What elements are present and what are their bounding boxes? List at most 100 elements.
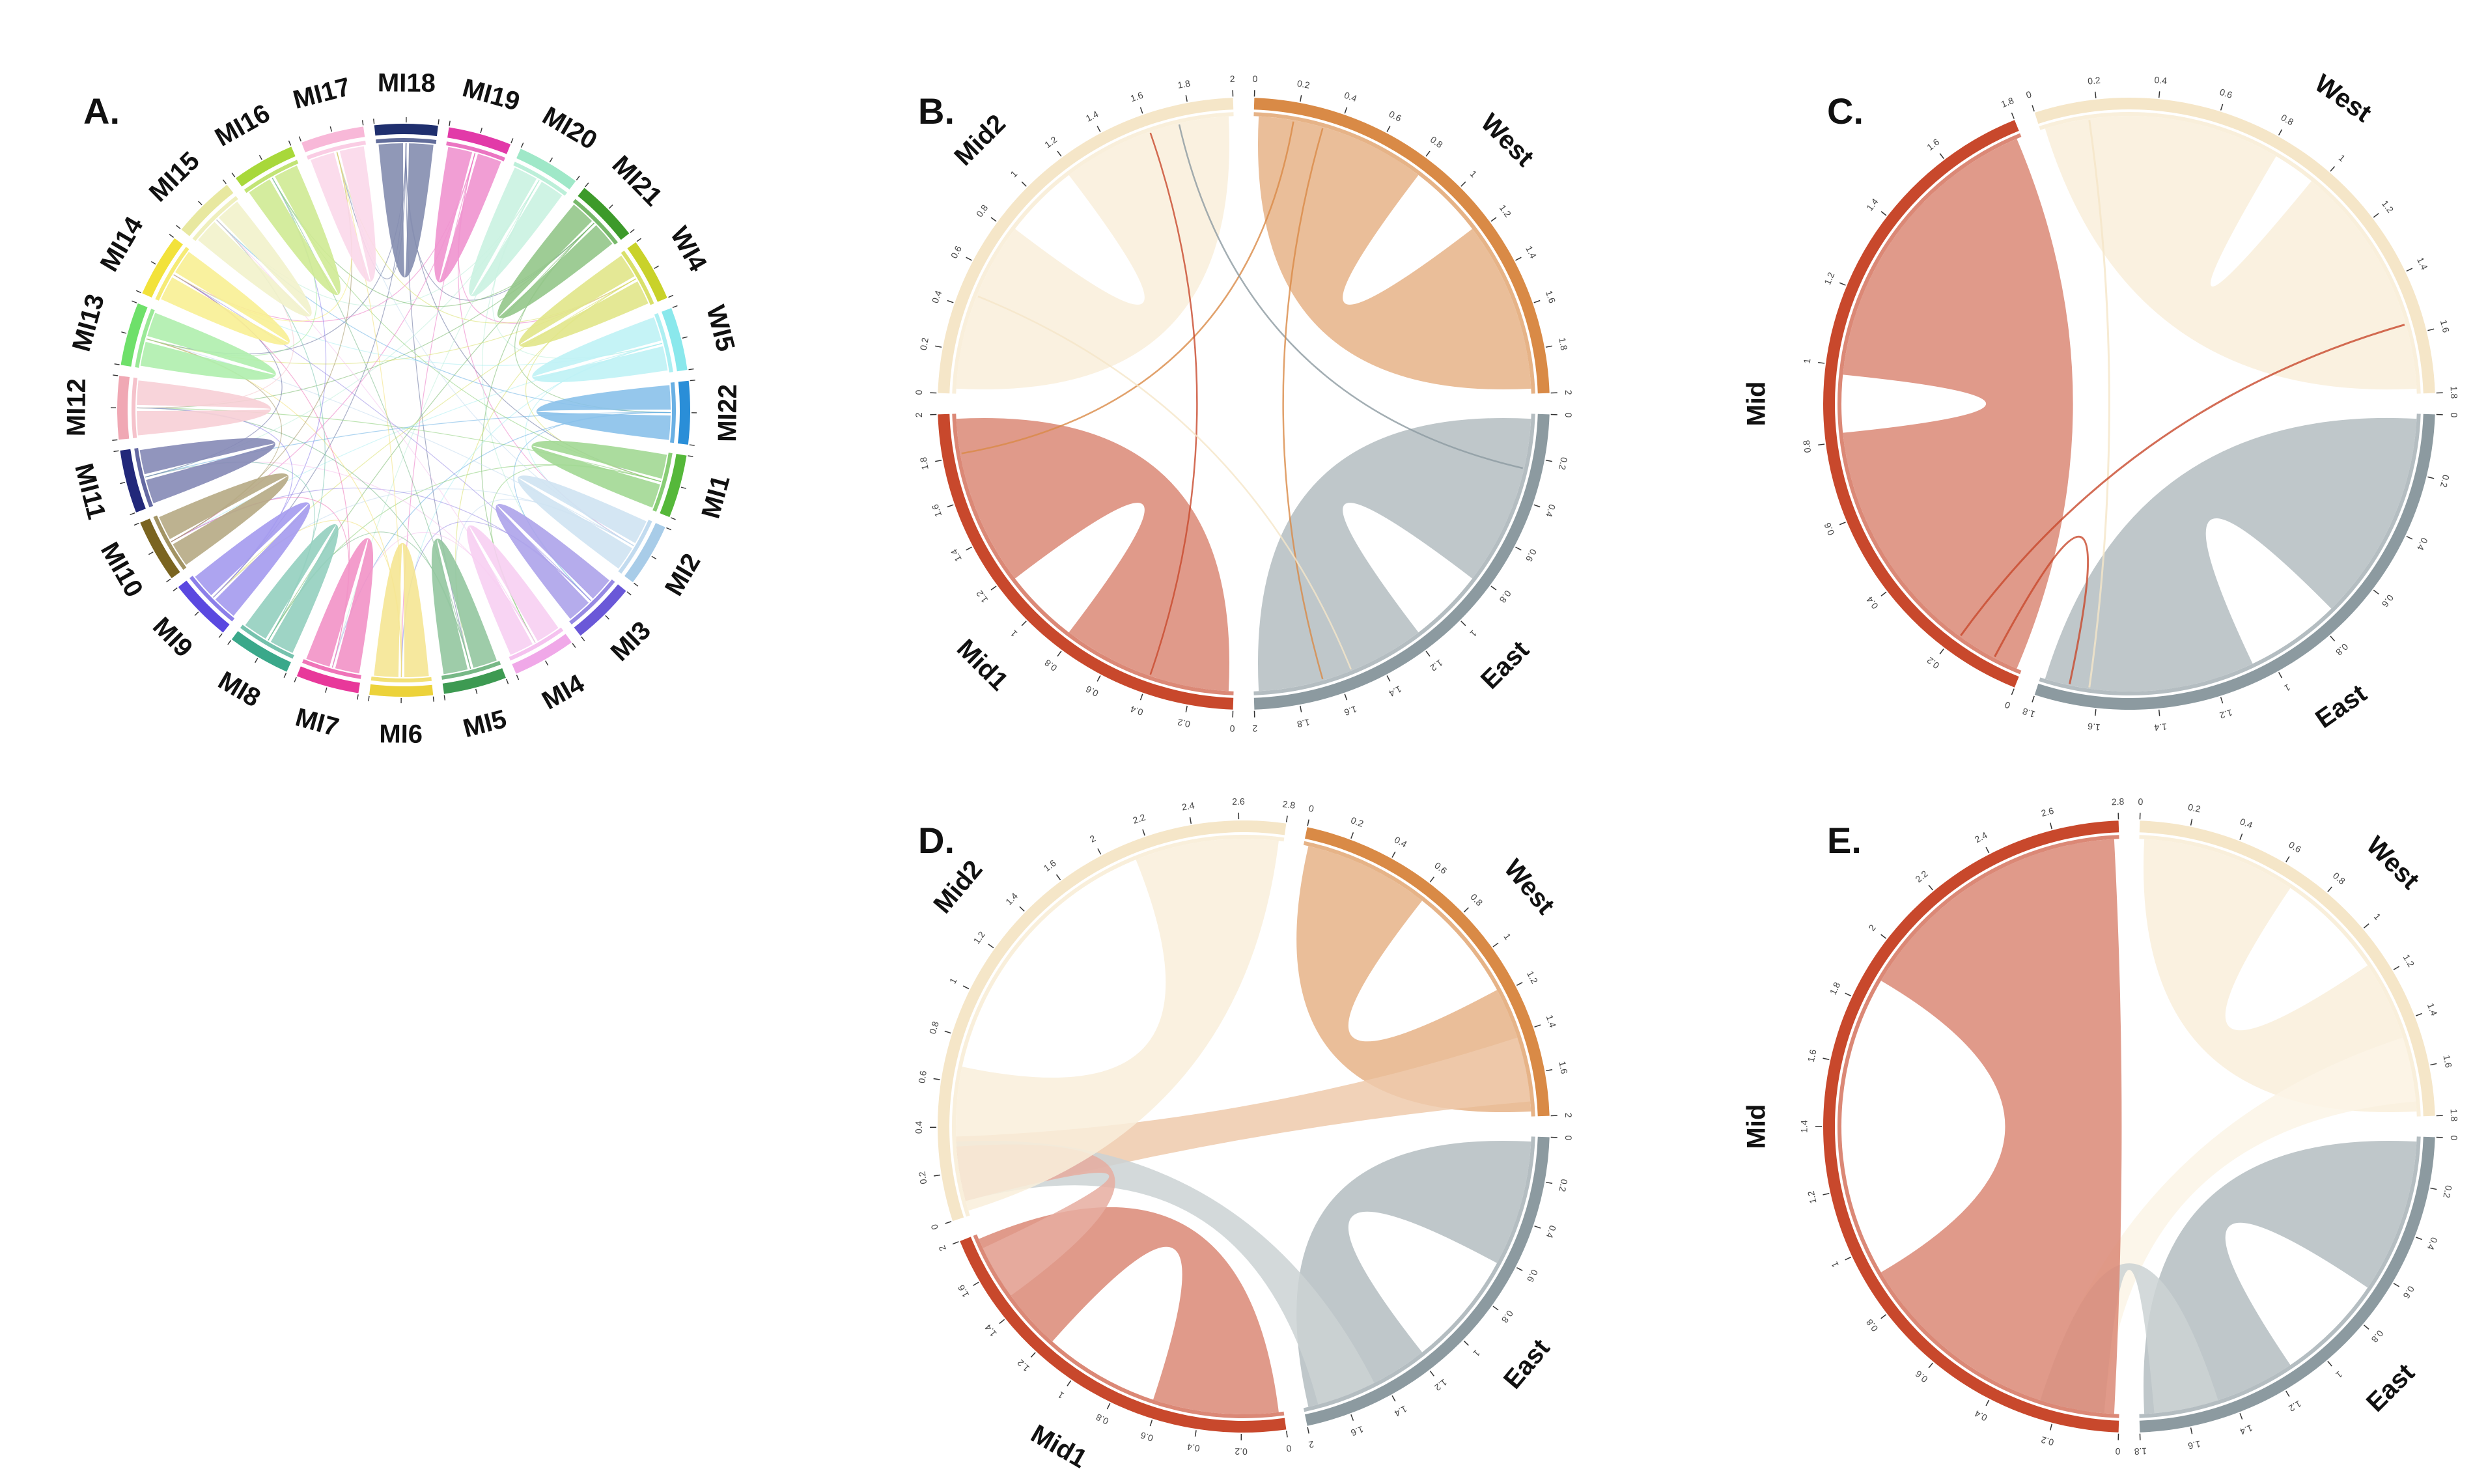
self-ribbon (139, 438, 275, 503)
sector-label: MI5 (460, 705, 510, 743)
axis-tick (2330, 166, 2336, 172)
axis-tick-label: 0.4 (1973, 1408, 1989, 1423)
axis-tick-label: 1.6 (1925, 136, 1941, 152)
axis-tick (506, 679, 509, 684)
axis-tick-label: 0.8 (1042, 658, 1059, 674)
axis-tick-label: 0.4 (1393, 834, 1409, 850)
panel-letter-d: D. (918, 820, 955, 861)
panel-letter-a: A. (83, 91, 120, 132)
sector-label: MI8 (214, 666, 266, 713)
axis-tick-label: 0.6 (1139, 1430, 1154, 1444)
axis-tick (1545, 345, 1552, 348)
axis-tick (1425, 651, 1431, 657)
sector-label: MI13 (67, 291, 110, 354)
axis-tick (2406, 268, 2413, 272)
panel-c-chord-diagram: 0 0.2 0.4 0.6 0.8 1 1.2 1.4 1.6 1.8 West 0 0.2 0.4 0.6… (1742, 69, 2460, 734)
sector-arc (301, 126, 365, 152)
sector-inner-band (652, 453, 673, 512)
axis-tick (1057, 150, 1062, 157)
axis-tick-label: 0.4 (1129, 704, 1145, 718)
chord-ribbon (1296, 1140, 1531, 1407)
axis-tick (510, 138, 514, 144)
axis-tick (944, 1030, 951, 1034)
axis-tick-label: 1.6 (1349, 1424, 1365, 1438)
axis-tick-label: 2.6 (2040, 805, 2055, 819)
sector-label: MI14 (95, 212, 149, 277)
sector-inner-band (618, 520, 652, 574)
sector-label: Mid (1742, 382, 1771, 427)
axis-tick-label: 0.6 (916, 1070, 929, 1084)
sector-inner-band (654, 313, 673, 372)
axis-tick (966, 546, 972, 551)
sector-inner-band (153, 515, 187, 570)
axis-tick-label: 1.4 (2154, 721, 2168, 733)
axis-tick (585, 182, 589, 188)
axis-tick (2158, 709, 2160, 716)
sector-label: MI4 (537, 669, 589, 716)
axis-tick-label: 0.6 (2380, 593, 2396, 609)
sector-inner-band (513, 161, 567, 196)
axis-tick (2416, 1013, 2422, 1016)
axis-tick-label: 0.2 (1925, 655, 1941, 671)
axis-tick (2050, 822, 2052, 830)
axis-tick-label: 2 (1307, 1439, 1315, 1450)
axis-tick-label: 2 (1088, 833, 1098, 845)
axis-tick-label: 1.2 (1042, 134, 1059, 150)
axis-tick-label: 1.4 (983, 1323, 999, 1339)
axis-tick-label: 1.4 (1524, 244, 1539, 260)
sector-arc (574, 584, 626, 636)
sector-label: MI16 (210, 99, 275, 152)
sector-label: East (2310, 679, 2371, 735)
axis-tick-label: 1.2 (1806, 1190, 1819, 1205)
sector-label: West (1498, 854, 1560, 920)
axis-tick (2220, 697, 2224, 704)
axis-tick (1067, 1380, 1072, 1386)
axis-tick-label: 0 (1563, 412, 1574, 418)
axis-tick (990, 217, 997, 222)
axis-tick-label: 0.4 (1544, 503, 1558, 518)
self-ribbon (434, 147, 501, 283)
sector-label: MI15 (144, 147, 205, 208)
axis-tick-label: 0.2 (1349, 815, 1365, 829)
sector-inner-band (240, 624, 294, 659)
axis-tick-label: 0.2 (916, 1171, 929, 1185)
axis-tick (2373, 213, 2379, 218)
axis-tick (2430, 1187, 2437, 1190)
axis-tick-label: 2 (936, 1244, 948, 1252)
axis-tick (2032, 695, 2035, 703)
axis-tick-label: 0.2 (2087, 75, 2101, 87)
axis-tick-label: 0.6 (1084, 684, 1100, 699)
axis-tick (581, 636, 585, 641)
axis-tick-label: 1.6 (1042, 858, 1058, 874)
axis-tick (1985, 1399, 1990, 1407)
sector-inner-band (572, 199, 618, 245)
axis-tick-label: 0.4 (1186, 1442, 1201, 1454)
axis-tick-label: 1.6 (1343, 704, 1358, 718)
axis-tick-label: 0 (2003, 699, 2011, 711)
axis-tick (2430, 1063, 2437, 1066)
axis-tick (114, 363, 120, 365)
axis-tick (283, 673, 287, 679)
axis-tick-label: 1 (1502, 931, 1513, 942)
axis-tick-label: 0.8 (1500, 1308, 1515, 1324)
cross-link (405, 143, 471, 669)
self-ribbon (467, 525, 559, 655)
sector-inner-band (376, 138, 437, 144)
axis-tick-label: 2 (1866, 922, 1878, 932)
axis-tick (1845, 992, 1852, 997)
axis-tick-label: 2.8 (2112, 796, 2125, 807)
axis-tick-label: 1.2 (1429, 658, 1445, 674)
sector-label: MI2 (660, 549, 706, 601)
axis-tick (1546, 1181, 1553, 1184)
axis-tick (120, 481, 126, 484)
axis-tick-label: 0.2 (2441, 1184, 2454, 1199)
axis-tick (1429, 876, 1434, 883)
axis-tick-label: 0 (2115, 1446, 2121, 1457)
axis-tick (668, 294, 674, 298)
axis-tick (2416, 1237, 2422, 1240)
axis-tick-label: 1.8 (2000, 95, 2015, 109)
self-ribbon (469, 167, 563, 296)
sector-inner-band (621, 250, 654, 305)
sector-arc (142, 238, 183, 298)
axis-tick (1307, 819, 1309, 826)
